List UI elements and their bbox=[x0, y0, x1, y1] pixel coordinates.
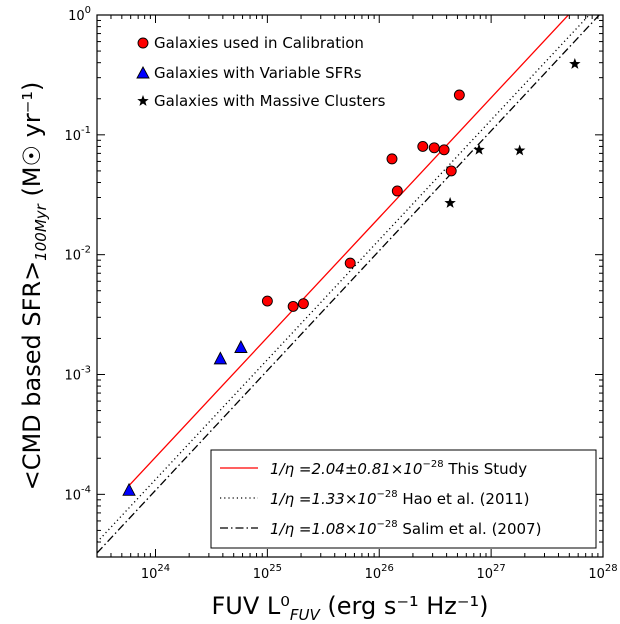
y-tick-exp: -1 bbox=[81, 125, 91, 136]
legend-line-entry-this-study: 1/η =2.04±0.81×10−28 This Study bbox=[220, 459, 527, 478]
x-tick-label: 1028 bbox=[588, 563, 617, 582]
x-tick-exp: 28 bbox=[605, 563, 618, 574]
legend-entry-calibration: Galaxies used in Calibration bbox=[137, 34, 364, 52]
y-axis-title-units: (M☉ yr⁻¹) bbox=[18, 82, 46, 205]
legend-line-symbol-2: 1/η bbox=[270, 490, 295, 508]
legend-line-tail-2: Hao et al. (2011) bbox=[398, 490, 530, 508]
calibration-point bbox=[261, 295, 273, 307]
legend-line-label-hao: 1/η =1.33×10−28 Hao et al. (2011) bbox=[270, 489, 529, 508]
legend-line-value-3: =1.08×10 bbox=[294, 520, 376, 538]
x-tick-exp: 24 bbox=[157, 563, 170, 574]
x-axis-title: FUV L⁰FUV (erg s⁻¹ Hz⁻¹) bbox=[211, 592, 488, 624]
y-tick-base: 10 bbox=[64, 369, 81, 384]
plot-frame bbox=[96, 14, 604, 558]
legend-entry-clusters: Galaxies with Massive Clusters bbox=[137, 92, 386, 110]
calibration-point bbox=[391, 185, 403, 197]
y-tick-label: 10-4 bbox=[64, 484, 91, 503]
legend-line-symbol-1: 1/η bbox=[270, 460, 295, 478]
legend-label-clusters: Galaxies with Massive Clusters bbox=[154, 92, 386, 110]
y-tick-label: 10-3 bbox=[64, 365, 91, 384]
x-tick-label: 1027 bbox=[476, 563, 505, 582]
x-tick-base: 10 bbox=[476, 567, 493, 582]
x-tick-exp: 26 bbox=[381, 563, 394, 574]
massive-cluster-point bbox=[513, 144, 526, 156]
legend-line-label-this-study: 1/η =2.04±0.81×10−28 This Study bbox=[270, 459, 527, 478]
legend-lines: 1/η =2.04±0.81×10−28 This Study 1/η =1.3… bbox=[210, 449, 597, 549]
legend-line-value-2: =1.33×10 bbox=[294, 490, 376, 508]
calibration-point bbox=[453, 89, 465, 101]
massive-cluster-point bbox=[569, 58, 581, 69]
legend-circle-marker bbox=[137, 37, 149, 49]
massive-cluster-point bbox=[473, 143, 485, 155]
y-tick-exp: -2 bbox=[81, 245, 91, 256]
calibration-point bbox=[386, 153, 398, 165]
marks-layer bbox=[97, 15, 601, 554]
legend-line-tail-3: Salim et al. (2007) bbox=[398, 520, 542, 538]
y-tick-exp: -3 bbox=[81, 365, 91, 376]
calibration-point bbox=[428, 142, 440, 154]
calibration-point bbox=[445, 165, 457, 177]
legend-line-symbol-3: 1/η bbox=[270, 520, 295, 538]
x-tick-base: 10 bbox=[253, 567, 270, 582]
legend-line-label-salim: 1/η =1.08×10−28 Salim et al. (2007) bbox=[270, 519, 541, 538]
y-tick-base: 10 bbox=[64, 249, 81, 264]
y-tick-label: 100 bbox=[68, 5, 91, 24]
relation-line-dotted bbox=[97, 15, 591, 543]
y-tick-label: 10-2 bbox=[64, 245, 91, 264]
calibration-point bbox=[417, 140, 429, 152]
x-tick-base: 10 bbox=[141, 567, 158, 582]
legend-markers: Galaxies used in Calibration Galaxies wi… bbox=[136, 34, 386, 110]
legend-star-marker bbox=[137, 95, 149, 106]
y-tick-label: 10-1 bbox=[64, 125, 91, 144]
legend-triangle-marker bbox=[136, 66, 150, 79]
legend-line-exp-3: −28 bbox=[377, 519, 398, 530]
y-tick-exp: -4 bbox=[81, 484, 91, 495]
y-axis-title-main: <CMD based SFR> bbox=[18, 261, 46, 491]
legend-line-exp-1: −28 bbox=[422, 459, 443, 470]
relation-line-solid bbox=[128, 15, 570, 487]
legend-label-variable: Galaxies with Variable SFRs bbox=[154, 64, 362, 82]
legend-line-tail-1: This Study bbox=[444, 460, 528, 478]
calibration-point bbox=[344, 257, 356, 269]
x-tick-base: 10 bbox=[588, 567, 605, 582]
x-axis-title-sub: FUV bbox=[290, 606, 322, 624]
y-tick-base: 10 bbox=[64, 488, 81, 503]
y-axis-title-sub: 100Myr bbox=[32, 203, 50, 260]
x-tick-exp: 25 bbox=[269, 563, 282, 574]
calibration-point bbox=[438, 144, 450, 156]
x-axis-title-main: FUV L⁰ bbox=[211, 592, 289, 620]
variable-sfr-point bbox=[234, 340, 248, 353]
calibration-point bbox=[297, 298, 309, 310]
legend-line-exp-2: −28 bbox=[377, 489, 398, 500]
x-tick-label: 1024 bbox=[141, 563, 170, 582]
legend-lines-box bbox=[210, 449, 597, 549]
calibration-point bbox=[287, 300, 299, 312]
legend-line-value-1: =2.04±0.81×10 bbox=[294, 460, 422, 478]
legend-line-entry-salim: 1/η =1.08×10−28 Salim et al. (2007) bbox=[220, 519, 541, 538]
x-tick-label: 1026 bbox=[365, 563, 394, 582]
x-axis-title-units: (erg s⁻¹ Hz⁻¹) bbox=[320, 592, 489, 620]
x-tick-exp: 27 bbox=[493, 563, 506, 574]
massive-cluster-point bbox=[444, 196, 456, 208]
y-tick-base: 10 bbox=[68, 9, 85, 24]
y-tick-base: 10 bbox=[64, 129, 81, 144]
y-tick-exp: 0 bbox=[85, 5, 91, 16]
legend-label-calibration: Galaxies used in Calibration bbox=[154, 34, 364, 52]
variable-sfr-point bbox=[122, 482, 136, 496]
variable-sfr-point bbox=[213, 351, 228, 365]
y-axis-title: <CMD based SFR>100Myr (M☉ yr⁻¹) bbox=[18, 82, 50, 491]
x-tick-label: 1025 bbox=[253, 563, 282, 582]
legend-line-entry-hao: 1/η =1.33×10−28 Hao et al. (2011) bbox=[220, 489, 529, 508]
legend-entry-variable: Galaxies with Variable SFRs bbox=[136, 64, 362, 82]
x-tick-base: 10 bbox=[365, 567, 382, 582]
